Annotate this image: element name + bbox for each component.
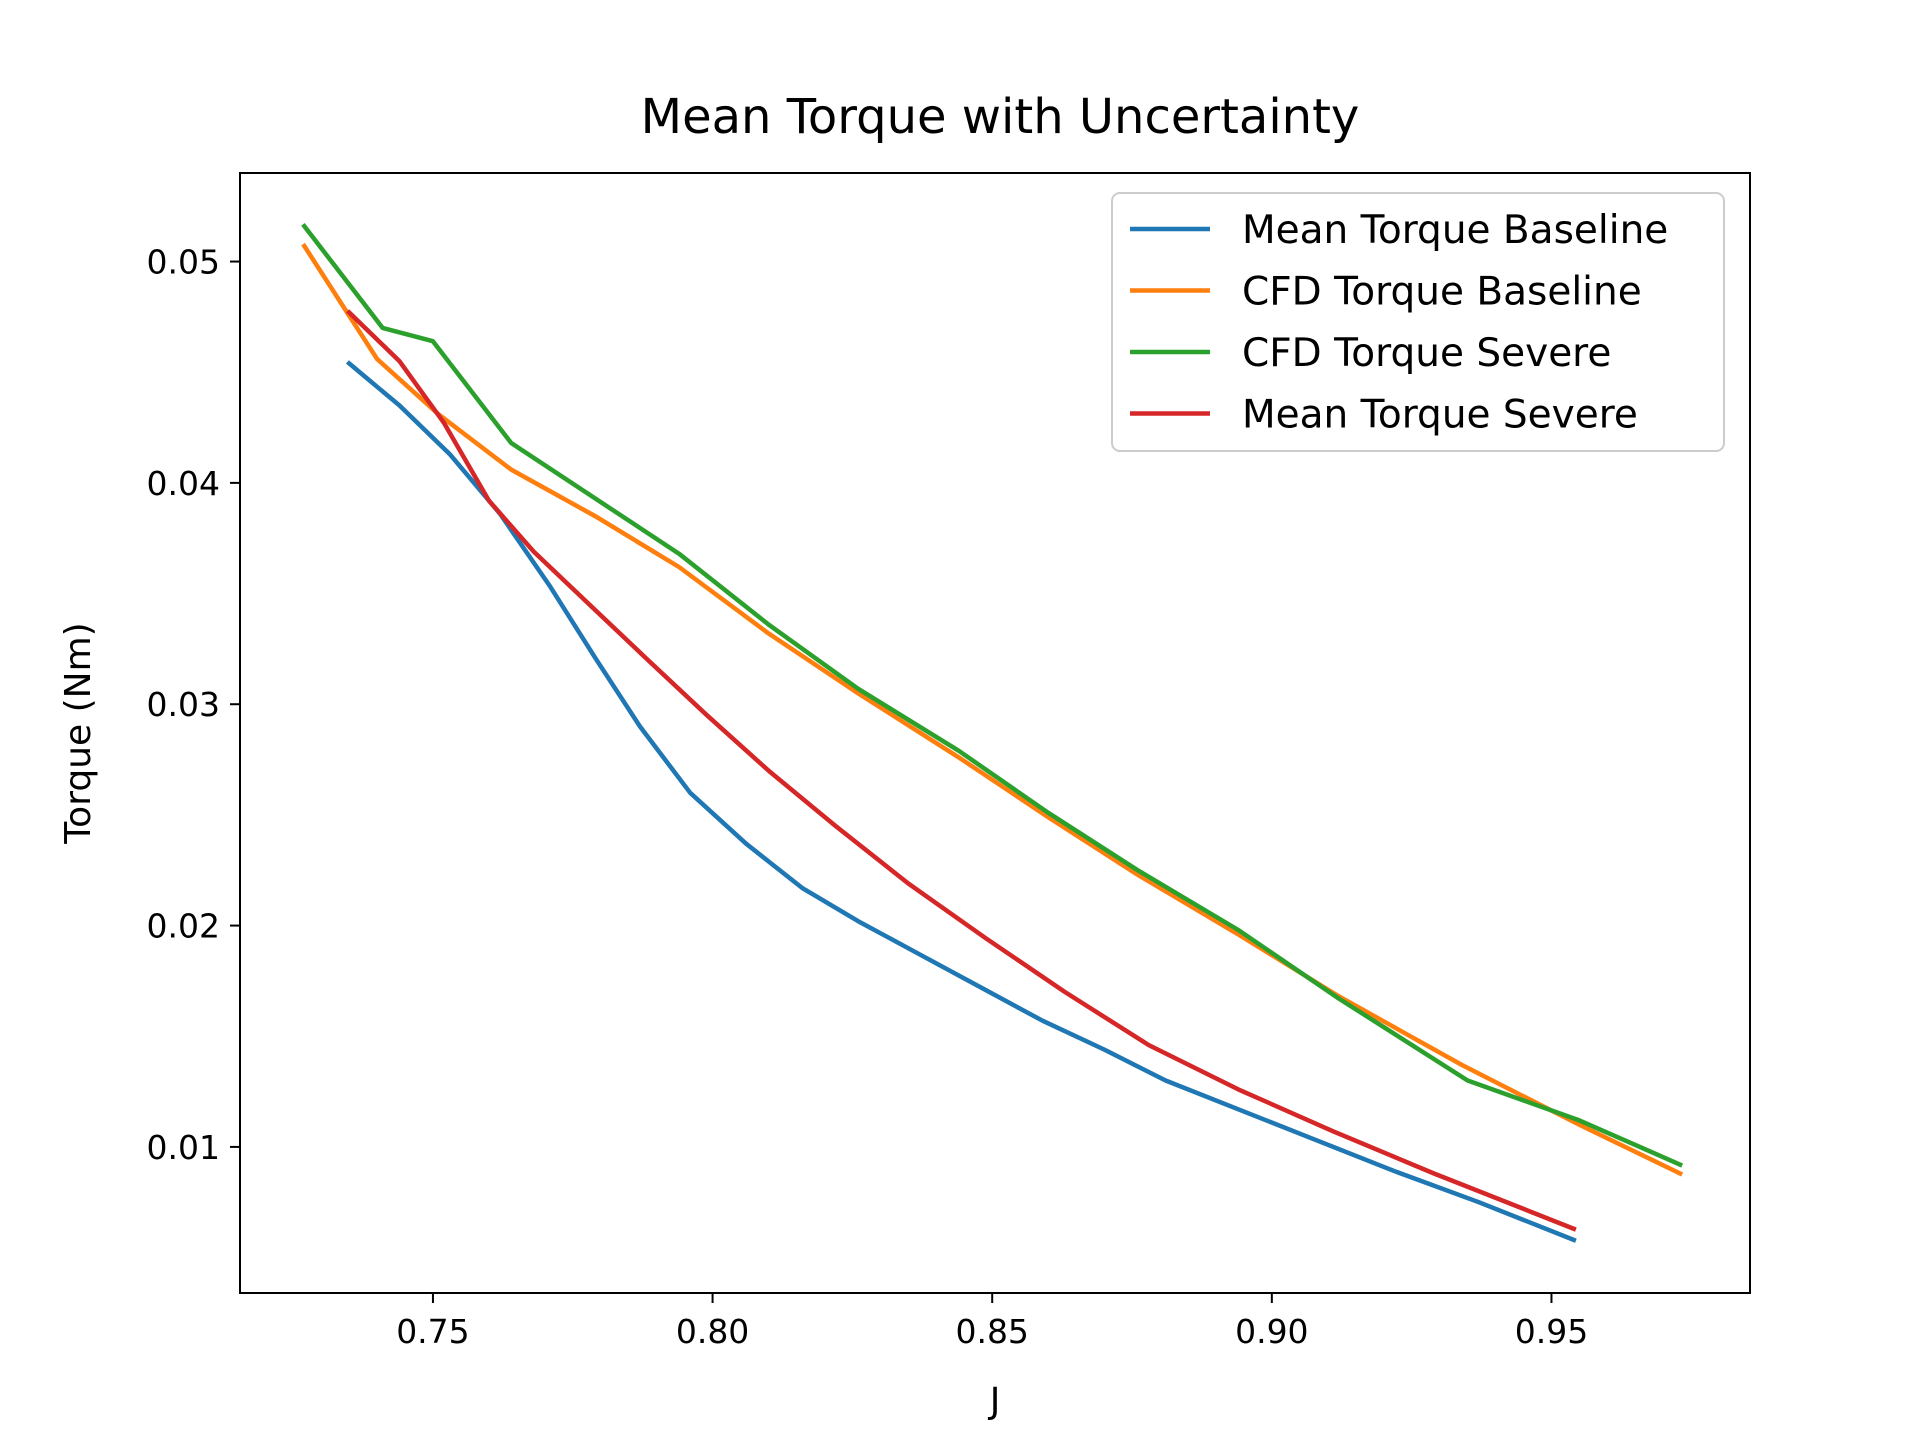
series-line-cfd-torque-baseline (301, 242, 1684, 1177)
x-axis-label: J (988, 1381, 1001, 1422)
legend-label: CFD Torque Baseline (1242, 270, 1642, 315)
legend-label: Mean Torque Baseline (1242, 208, 1668, 253)
series-line-cfd-torque-severe (301, 222, 1684, 1168)
y-axis-ticks: 0.01 0.02 0.03 0.04 0.05 (147, 243, 240, 1167)
plot-frame (239, 172, 1751, 1294)
legend: Mean Torque Baseline CFD Torque Baseline C… (1111, 192, 1725, 452)
y-axis-label: Torque (Nm) (58, 622, 99, 844)
legend-box (1111, 192, 1725, 452)
legend-label: Mean Torque Severe (1242, 393, 1638, 438)
x-tick-label: 0.80 (676, 1312, 749, 1351)
x-tick-label: 0.75 (396, 1312, 469, 1351)
y-tick-label: 0.04 (147, 464, 220, 503)
x-tick-label: 0.90 (1235, 1312, 1308, 1351)
y-tick-label: 0.03 (147, 685, 220, 724)
series-line-mean-torque-severe (345, 309, 1577, 1232)
series-line-mean-torque-baseline (345, 360, 1577, 1243)
y-tick-label: 0.05 (147, 243, 220, 282)
x-axis-ticks: 0.75 0.80 0.85 0.90 0.95 (396, 1293, 1588, 1351)
x-tick-label: 0.95 (1515, 1312, 1588, 1351)
chart-title: Mean Torque with Uncertainty (641, 89, 1360, 145)
x-tick-label: 0.85 (955, 1312, 1028, 1351)
y-tick-label: 0.01 (147, 1128, 220, 1167)
y-tick-label: 0.02 (147, 907, 220, 946)
series-layer (301, 222, 1684, 1243)
legend-label: CFD Torque Severe (1242, 331, 1611, 376)
